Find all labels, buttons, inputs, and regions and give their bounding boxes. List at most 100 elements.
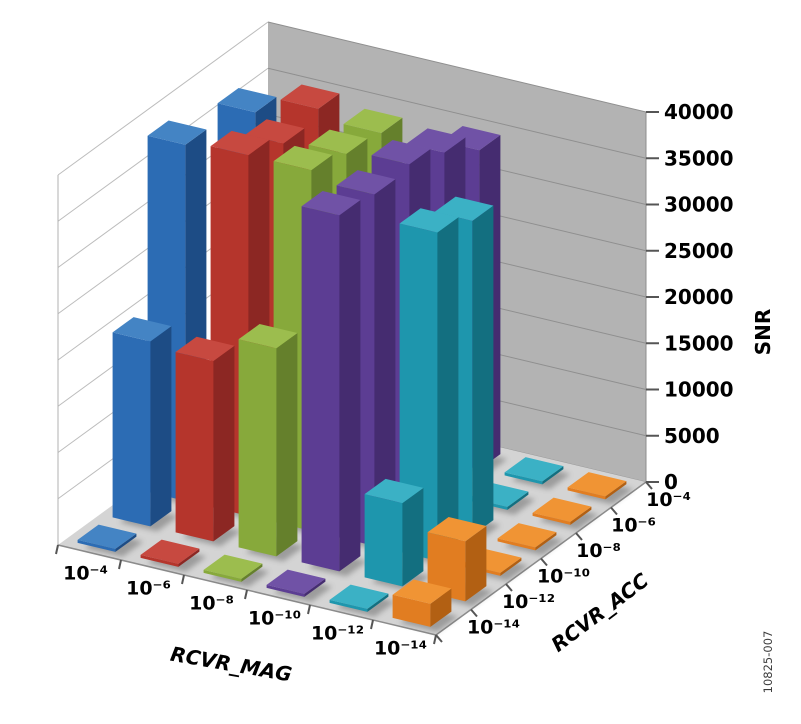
x-tick-label-2: 10⁻⁸ [189,593,234,615]
z-tick-label-5: 10⁻⁴ [646,489,691,511]
z-axis-tick [575,532,583,541]
left-wall-gridline-40000 [57,21,269,176]
x-tick-label-0: 10⁻⁴ [63,563,108,585]
tile-mag2-acc5 [203,554,263,582]
bar-face-front [427,532,466,602]
bar-face-front [399,223,438,561]
y-axis-title: SNR [751,309,775,356]
bar-face-top [203,554,263,579]
bar-face-top [532,497,592,522]
bar-face-front [301,206,340,572]
bar-face-top [210,130,270,156]
bar-face-top [280,84,340,109]
bar-face-right [472,205,494,536]
bar-face-front [567,487,606,500]
bar-face-top [266,569,326,594]
bar-face-right [570,506,592,525]
x-tick-label-1: 10⁻⁶ [126,578,171,600]
z-axis-tick [645,481,653,490]
bar-face-right [374,179,396,546]
bar-face-front [532,512,571,525]
bar-face-right [437,217,459,561]
y-tick-label-5000: 5000 [664,424,720,448]
bar-face-top [175,336,235,361]
tile-mag3-acc5 [266,569,326,597]
bar-face-right [430,588,452,627]
z-tick-label-3: 10⁻⁸ [576,540,621,562]
bar-face-top [308,129,368,154]
bar-face-top [112,317,172,342]
bar-face-front [203,569,242,582]
bar-face-front [140,554,179,567]
bar-face-top [238,324,298,349]
tile-mag5-acc0 [567,472,627,500]
bar-face-right [500,557,522,576]
bar-face-right [213,345,235,542]
bar-face-right [178,548,200,567]
bar-face-right [367,593,389,612]
x-axis-tick [244,589,248,600]
z-axis-tick [505,583,513,592]
tile-mag4-acc5 [329,584,389,612]
back-wall-gridline-35000 [267,67,647,159]
x-axis-tick [433,634,437,645]
tile-mag4-acc0 [504,457,564,485]
x-axis-tick [181,574,185,585]
bar-mag3-acc4 [301,191,361,572]
plot-area: 0 5000 10000 15000 20000 25000 30000 35000 40000… [55,21,734,660]
bar-face-top [336,170,396,195]
bar-face-front [364,494,403,587]
x-tick-label-3: 10⁻¹⁰ [248,608,301,630]
y-tick-label-20000: 20000 [664,285,734,309]
y-tick-label-0: 0 [664,470,678,494]
bar-mag1-acc4 [175,336,235,542]
y-tick-label-25000: 25000 [664,239,734,263]
bar-face-right [150,326,172,527]
bar-face-top [147,120,207,145]
bar-mag0-acc4 [112,317,172,527]
x-tick-label-4: 10⁻¹² [311,623,364,645]
bar-face-top [371,140,431,165]
bar-face-top [406,128,466,153]
y-tick-label-35000: 35000 [664,146,734,170]
bar-face-front [238,339,277,557]
z-axis-tick [540,557,548,567]
bar-face-top [364,478,424,504]
bar-face-right [115,533,137,552]
x-axis-tick [55,544,59,555]
bar-face-right [339,200,361,572]
bar-face-front [497,538,536,551]
x-axis-title: RCVR_MAG [169,642,294,687]
bar-face-front [266,584,305,597]
bar-face-top [329,584,389,609]
bar-face-top [504,457,564,482]
z-axis-tick [470,608,478,618]
bar-face-right [402,487,424,587]
tile-mag0-acc5 [77,524,137,552]
bar-face-front [112,332,151,527]
bar-face-front [77,539,116,552]
bar-mag4-acc3 [399,208,459,561]
bar-face-top [434,196,494,221]
x-axis-tick [370,619,374,630]
bar-face-top [497,523,557,548]
tile-mag1-acc5 [140,539,200,567]
back-wall-gridline-40000 [267,21,647,113]
bar-face-right [507,491,529,510]
bar-face-top [567,472,627,497]
figure-number-watermark: 10825-007 [761,631,775,694]
y-tick-label-40000: 40000 [664,100,734,124]
z-axis-tick [610,506,618,516]
bar-mag5-acc4 [427,517,487,602]
bar-face-right [304,578,326,597]
bar-mag2-acc4 [238,324,298,557]
bar-face-top [273,145,333,171]
bar-face-front [329,599,368,612]
bar-face-top [245,119,305,144]
tile-mag5-acc1 [532,497,592,525]
x-tick-label-5: 10⁻¹⁴ [374,638,427,660]
z-tick-label-0: 10⁻¹⁴ [467,616,520,638]
y-tick-label-15000: 15000 [664,331,734,355]
